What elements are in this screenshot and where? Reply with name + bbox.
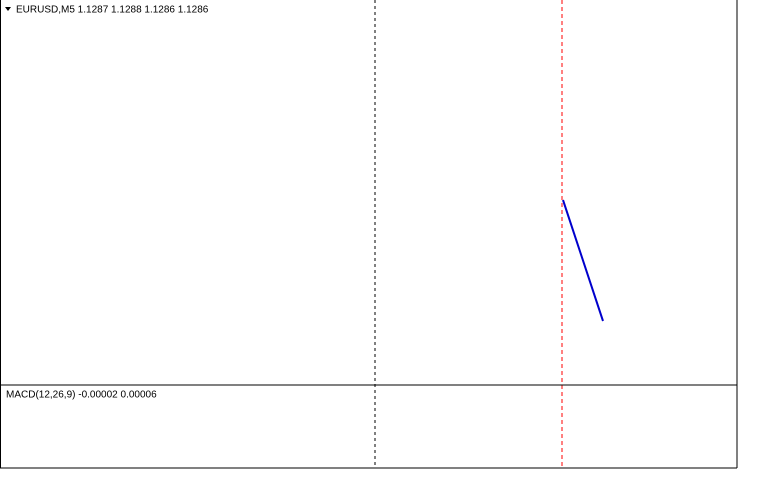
frame-layer: EURUSD,M5 1.1287 1.1288 1.1286 1.1286 MA… — [0, 0, 738, 469]
menu-arrow[interactable] — [5, 7, 11, 11]
overlay-layer — [374, 0, 604, 468]
chart-header: EURUSD,M5 1.1287 1.1288 1.1286 1.1286 — [16, 5, 209, 16]
macd-header: MACD(12,26,9) -0.00002 0.00006 — [6, 390, 157, 401]
trend-line — [562, 199, 604, 322]
